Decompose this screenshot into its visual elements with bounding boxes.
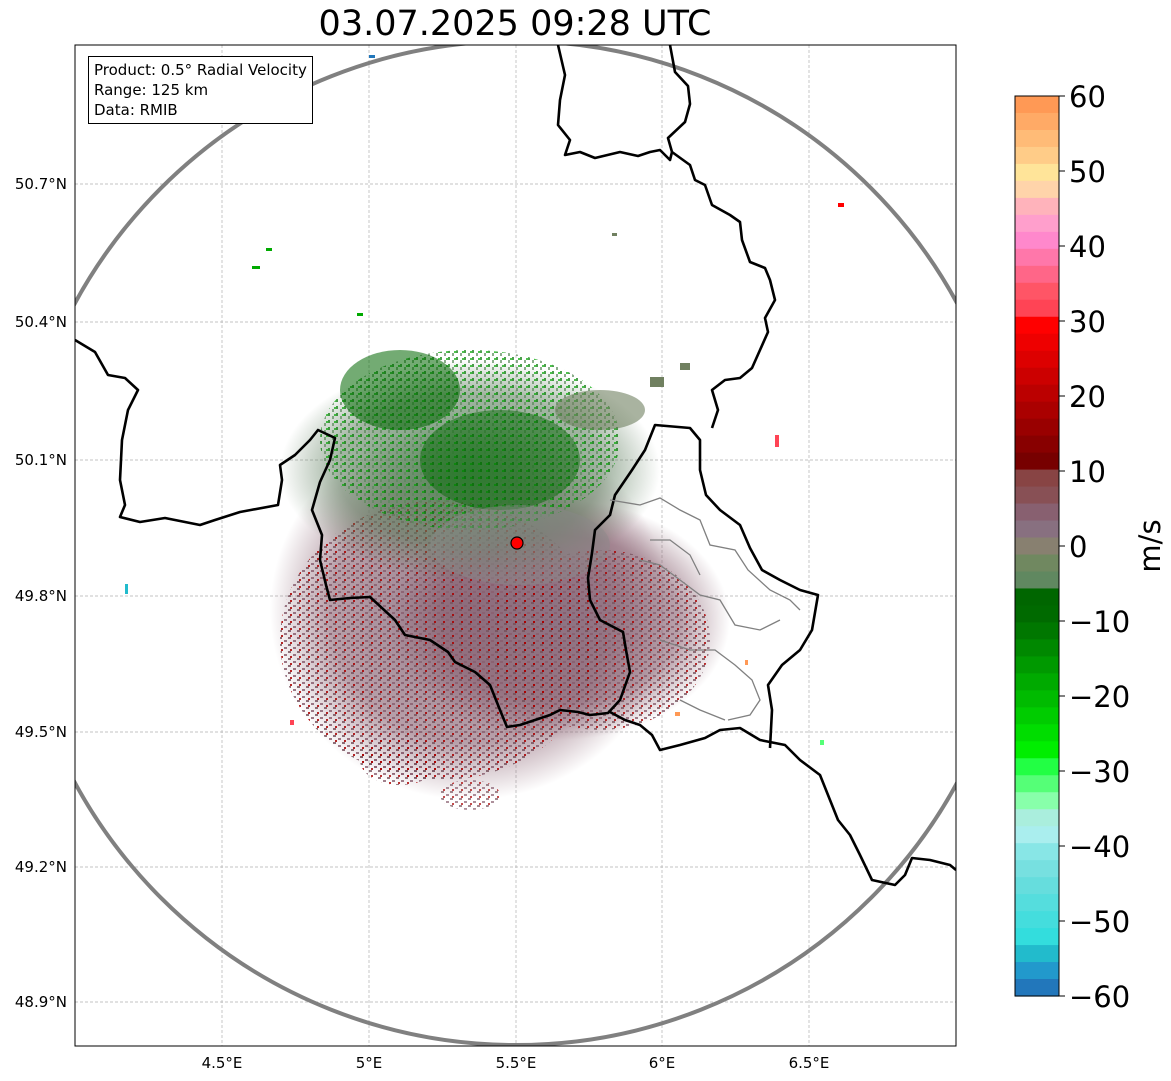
colorbar-segment bbox=[1015, 248, 1059, 267]
colorbar-segment bbox=[1015, 792, 1059, 810]
colorbar-segment bbox=[1015, 163, 1059, 182]
colorbar-segment bbox=[1015, 707, 1059, 725]
colorbar-segment bbox=[1015, 656, 1059, 674]
colorbar-segment bbox=[1015, 469, 1059, 488]
colorbar-segment bbox=[1015, 401, 1059, 420]
lon-label: 4.5°E bbox=[202, 1054, 243, 1072]
colorbar-segment bbox=[1015, 537, 1059, 556]
lat-label: 49.5°N bbox=[15, 723, 67, 741]
colorbar-tick-label: −40 bbox=[1069, 830, 1130, 864]
colorbar-segment bbox=[1015, 503, 1059, 522]
colorbar-segment bbox=[1015, 418, 1059, 437]
colorbar-tick-label: −10 bbox=[1069, 605, 1130, 639]
colorbar-segment bbox=[1015, 826, 1059, 844]
map-frame bbox=[74, 44, 957, 1047]
colorbar-segment bbox=[1015, 384, 1059, 403]
colorbar-segment bbox=[1015, 962, 1059, 980]
colorbar-segment bbox=[1015, 911, 1059, 929]
colorbar-tick-label: 60 bbox=[1069, 80, 1106, 114]
colorbar-segment bbox=[1015, 112, 1059, 131]
region-borders bbox=[609, 497, 801, 721]
colorbar-segment bbox=[1015, 588, 1059, 607]
colorbar-segment bbox=[1015, 894, 1059, 912]
colorbar-segment bbox=[1015, 299, 1059, 318]
range-ring bbox=[75, 45, 956, 1046]
radar-site-marker bbox=[510, 536, 524, 550]
colorbar-segment bbox=[1015, 673, 1059, 691]
colorbar-segment bbox=[1015, 486, 1059, 505]
colorbar-tick-label: 20 bbox=[1069, 380, 1106, 414]
colorbar-segment bbox=[1015, 605, 1059, 624]
colorbar-segment bbox=[1015, 520, 1059, 539]
colorbar-segment bbox=[1015, 333, 1059, 352]
colorbar-tick-label: −60 bbox=[1069, 980, 1130, 1014]
lon-label: 5.5°E bbox=[496, 1054, 537, 1072]
colorbar-segment bbox=[1015, 928, 1059, 946]
colorbar-segment bbox=[1015, 724, 1059, 742]
colorbar-segment bbox=[1015, 758, 1059, 776]
colorbar-tick-label: 0 bbox=[1069, 530, 1087, 564]
colorbar-segment bbox=[1015, 367, 1059, 386]
colorbar-segment bbox=[1015, 452, 1059, 471]
colorbar-segment bbox=[1015, 197, 1059, 216]
country-borders bbox=[75, 45, 956, 887]
colorbar-segment bbox=[1015, 979, 1059, 997]
colorbar-segment bbox=[1015, 809, 1059, 827]
colorbar-segment bbox=[1015, 945, 1059, 963]
lon-label: 6°E bbox=[649, 1054, 676, 1072]
lat-label: 50.7°N bbox=[15, 175, 67, 193]
colorbar-tick-label: 10 bbox=[1069, 455, 1106, 489]
colorbar-segment bbox=[1015, 775, 1059, 793]
colorbar-segment bbox=[1015, 96, 1059, 114]
map-title: 03.07.2025 09:28 UTC bbox=[318, 4, 712, 44]
lat-label: 49.8°N bbox=[15, 587, 67, 605]
colorbar-segment bbox=[1015, 435, 1059, 454]
lon-label: 5°E bbox=[356, 1054, 383, 1072]
colorbar-tick-label: −30 bbox=[1069, 755, 1130, 789]
longitude-labels: 4.5°E 5°E 5.5°E 6°E 6.5°E bbox=[202, 1054, 830, 1072]
lat-label: 48.9°N bbox=[15, 993, 67, 1011]
colorbar-segment bbox=[1015, 129, 1059, 148]
colorbar-ticks: 60 50 40 30 20 10 0 −10 −20 −30 −40 −50 … bbox=[1069, 80, 1130, 1014]
colorbar-segment bbox=[1015, 316, 1059, 335]
data-source-text: Data: RMIB bbox=[94, 101, 178, 119]
colorbar-segment bbox=[1015, 622, 1059, 640]
colorbar-tick-label: 50 bbox=[1069, 155, 1106, 189]
product-text: Product: 0.5° Radial Velocity bbox=[94, 61, 307, 79]
colorbar-segment bbox=[1015, 690, 1059, 708]
colorbar-tick-label: 30 bbox=[1069, 305, 1106, 339]
lat-label: 50.4°N bbox=[15, 313, 67, 331]
colorbar-tick-label: 40 bbox=[1069, 230, 1106, 264]
colorbar-tick-label: −50 bbox=[1069, 905, 1130, 939]
colorbar bbox=[1015, 95, 1065, 997]
lat-label: 50.1°N bbox=[15, 451, 67, 469]
colorbar-segment bbox=[1015, 741, 1059, 759]
product-info-box: Product: 0.5° Radial Velocity Range: 125… bbox=[88, 56, 313, 124]
colorbar-segment bbox=[1015, 571, 1059, 590]
velocity-echoes bbox=[125, 55, 844, 810]
lat-label: 49.2°N bbox=[15, 858, 67, 876]
range-text: Range: 125 km bbox=[94, 81, 209, 99]
colorbar-segment bbox=[1015, 350, 1059, 369]
colorbar-tick-label: −20 bbox=[1069, 680, 1130, 714]
colorbar-segment bbox=[1015, 554, 1059, 573]
colorbar-segment bbox=[1015, 231, 1059, 250]
colorbar-segment bbox=[1015, 860, 1059, 878]
colorbar-segment bbox=[1015, 214, 1059, 233]
latitude-labels: 50.7°N 50.4°N 50.1°N 49.8°N 49.5°N 49.2°… bbox=[15, 175, 67, 1011]
colorbar-unit-label: m/s bbox=[1133, 519, 1167, 572]
colorbar-segment bbox=[1015, 843, 1059, 861]
colorbar-segment bbox=[1015, 282, 1059, 301]
colorbar-segment bbox=[1015, 265, 1059, 284]
colorbar-segment bbox=[1015, 180, 1059, 199]
colorbar-segment bbox=[1015, 146, 1059, 165]
colorbar-segment bbox=[1015, 639, 1059, 657]
lon-label: 6.5°E bbox=[789, 1054, 830, 1072]
colorbar-frame bbox=[1014, 95, 1060, 997]
colorbar-segment bbox=[1015, 877, 1059, 895]
